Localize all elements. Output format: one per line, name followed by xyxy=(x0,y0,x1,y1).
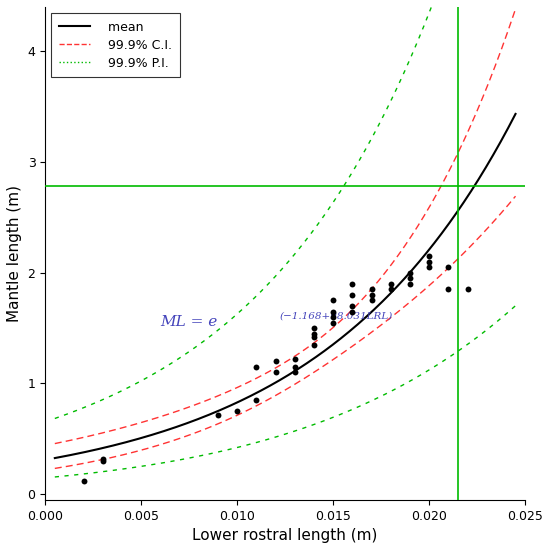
Point xyxy=(98,454,107,463)
Point xyxy=(386,285,395,294)
Point xyxy=(290,362,299,371)
Point xyxy=(252,395,261,404)
Point xyxy=(310,333,318,342)
Legend:   mean,   99.9% C.I.,   99.9% P.I.: mean, 99.9% C.I., 99.9% P.I. xyxy=(52,13,180,77)
Point xyxy=(386,279,395,288)
Point xyxy=(348,301,357,310)
Text: (−1.168+98.031LRL): (−1.168+98.031LRL) xyxy=(279,311,393,320)
Point xyxy=(213,410,222,419)
Point xyxy=(290,368,299,377)
Point xyxy=(367,296,376,305)
Point xyxy=(425,252,433,261)
Point xyxy=(367,285,376,294)
Point xyxy=(252,362,261,371)
Point xyxy=(367,290,376,299)
Point xyxy=(271,357,280,366)
Point xyxy=(310,340,318,349)
Point xyxy=(348,290,357,299)
Point xyxy=(444,263,453,272)
Point xyxy=(348,279,357,288)
Point xyxy=(271,368,280,377)
Point xyxy=(329,318,338,327)
Text: ML = e: ML = e xyxy=(161,315,218,329)
Point xyxy=(405,279,414,288)
Point xyxy=(425,263,433,272)
Point xyxy=(348,307,357,316)
Point xyxy=(233,407,241,416)
X-axis label: Lower rostral length (m): Lower rostral length (m) xyxy=(192,528,378,543)
Point xyxy=(405,274,414,283)
Point xyxy=(425,257,433,266)
Point xyxy=(310,329,318,338)
Point xyxy=(98,456,107,465)
Point xyxy=(329,296,338,305)
Point xyxy=(310,324,318,333)
Point xyxy=(329,312,338,321)
Point xyxy=(329,307,338,316)
Point xyxy=(79,476,88,485)
Point xyxy=(463,285,472,294)
Y-axis label: Mantle length (m): Mantle length (m) xyxy=(7,185,22,322)
Point xyxy=(405,268,414,277)
Point xyxy=(290,355,299,364)
Point xyxy=(444,285,453,294)
